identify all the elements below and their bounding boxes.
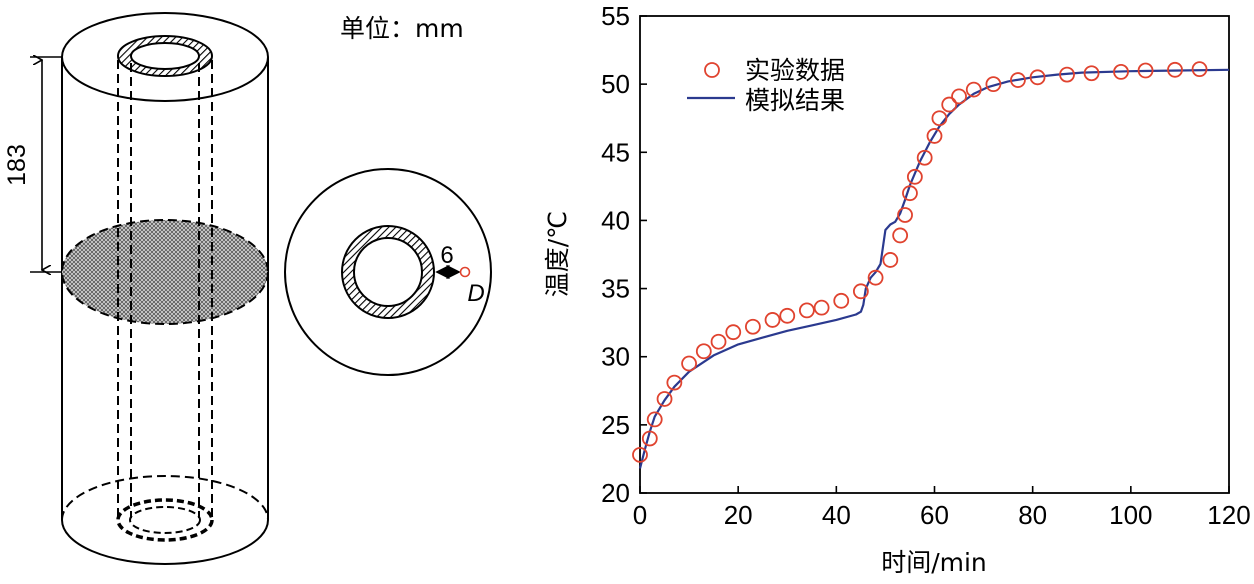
experiment-point xyxy=(632,446,648,463)
legend-label-experiment: 实验数据 xyxy=(745,56,845,85)
cross-section-plane xyxy=(61,219,269,325)
experiment-point xyxy=(941,96,958,113)
y-tick-label: 40 xyxy=(601,205,630,235)
experiment-point xyxy=(764,312,781,328)
x-tick-label: 80 xyxy=(1018,500,1047,530)
cylinder-bottom-back xyxy=(61,475,269,521)
experiment-point xyxy=(725,324,742,341)
cross-section-diagram: 6 D xyxy=(284,168,492,376)
experiment-point xyxy=(695,343,712,360)
experiment-point xyxy=(906,168,923,185)
tube-bore xyxy=(353,237,423,307)
legend: 实验数据 模拟结果 xyxy=(687,56,845,115)
experiment-point xyxy=(1113,63,1129,80)
experiment-point xyxy=(1191,61,1208,78)
experiment-point xyxy=(798,302,815,319)
x-axis-label: 时间/min xyxy=(881,548,987,577)
y-tick-label: 50 xyxy=(601,69,630,99)
point-label-d: D xyxy=(467,280,484,307)
simulation-line xyxy=(638,68,1230,469)
cylinder-diagram: 183 xyxy=(3,12,269,565)
y-axis-label: 温度/℃ xyxy=(543,211,572,298)
experiment-point xyxy=(902,185,918,202)
experiment-point xyxy=(916,149,933,166)
experiment-point xyxy=(965,81,982,98)
y-tick-label: 35 xyxy=(601,274,630,304)
experiment-point xyxy=(985,76,1002,93)
x-tick-label: 20 xyxy=(724,500,753,530)
experiment-point xyxy=(1010,72,1026,88)
tube-bottom-inner xyxy=(129,506,201,534)
experiment-point xyxy=(744,318,761,335)
experiment-point xyxy=(867,269,884,286)
gap-label: 6 xyxy=(440,242,453,269)
experiment-point xyxy=(897,207,913,223)
cylinder-bottom-front xyxy=(61,519,269,565)
experiment-point xyxy=(646,411,663,428)
experiment-point xyxy=(882,252,899,268)
experiment-point xyxy=(951,88,967,105)
experiment-point xyxy=(666,374,683,391)
x-tick-label: 120 xyxy=(1207,500,1250,530)
x-tick-label: 0 xyxy=(633,500,647,530)
x-tick-label: 100 xyxy=(1109,500,1152,530)
legend-marker-experiment xyxy=(704,62,720,78)
experiment-point xyxy=(1059,66,1075,83)
measurement-point-d xyxy=(459,266,471,278)
experiment-point xyxy=(710,333,727,350)
experiment-series xyxy=(632,61,1208,463)
experiment-point xyxy=(656,391,673,407)
experiment-point xyxy=(852,283,869,300)
y-tick-label: 20 xyxy=(601,478,630,508)
plot-frame xyxy=(639,15,1230,494)
experiment-point xyxy=(833,292,850,309)
experiment-point xyxy=(813,299,830,316)
experiment-point xyxy=(1029,69,1046,86)
simulation-series xyxy=(638,68,1230,469)
experiment-point xyxy=(931,110,948,127)
tube-bottom-outer xyxy=(116,498,214,542)
experiment-point xyxy=(926,128,943,144)
experiment-point xyxy=(892,227,909,244)
experiment-point xyxy=(1167,61,1183,78)
tube-top-inner xyxy=(130,42,200,70)
x-tick-label: 40 xyxy=(822,500,851,530)
experiment-point xyxy=(681,355,697,372)
experiment-point xyxy=(1137,62,1154,79)
dimension-label-183: 183 xyxy=(3,144,31,186)
legend-label-simulation: 模拟结果 xyxy=(745,86,845,115)
experiment-point xyxy=(779,307,796,324)
y-tick-label: 45 xyxy=(601,137,630,167)
experiment-point xyxy=(1083,65,1100,82)
y-tick-label: 25 xyxy=(601,410,630,440)
experiment-point xyxy=(641,430,658,447)
x-tick-label: 60 xyxy=(920,500,949,530)
y-tick-label: 30 xyxy=(601,342,630,372)
y-tick-label: 55 xyxy=(601,1,630,31)
unit-label: 单位：mm xyxy=(340,14,464,43)
